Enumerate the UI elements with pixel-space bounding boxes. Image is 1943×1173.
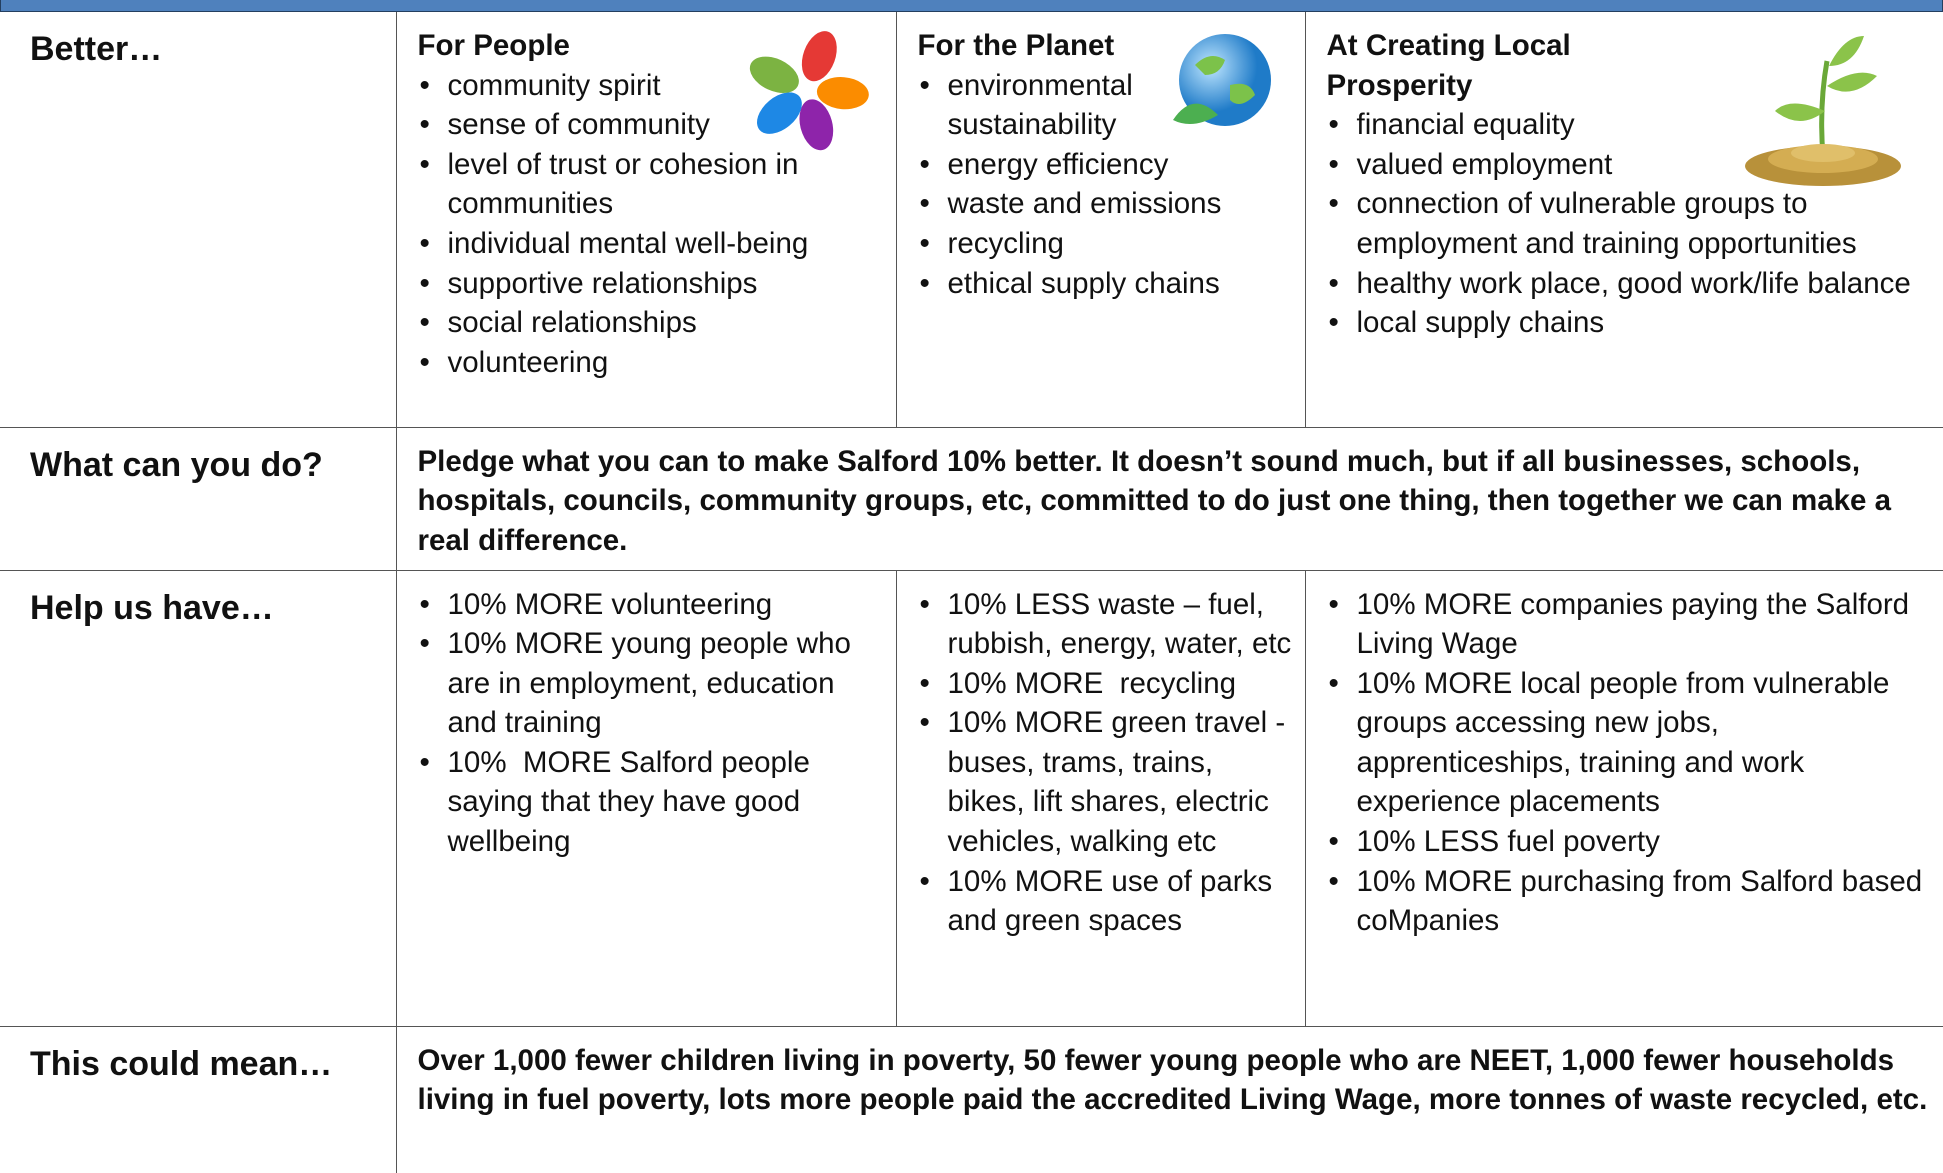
bullet-item: volunteering — [418, 343, 886, 383]
bullet-item: 10% MORE recycling — [918, 664, 1295, 704]
bullet-item: social relationships — [418, 303, 886, 343]
bullet-item: community spirit — [418, 66, 728, 106]
bullet-item: connection of vulnerable groups to emplo… — [1327, 184, 1934, 263]
bullet-item: 10% LESS fuel poverty — [1327, 822, 1934, 862]
bullet-item: 10% MORE volunteering — [418, 585, 886, 625]
bullet-item: ethical supply chains — [918, 264, 1295, 304]
bullet-item: valued employment — [1327, 145, 1727, 185]
row-text: Over 1,000 fewer children living in pove… — [396, 1026, 1943, 1173]
pledge-table: Better…For Peoplecommunity spiritsense o… — [0, 12, 1943, 1173]
plant-coins-icon — [1741, 31, 1906, 189]
table-row: This could mean…Over 1,000 fewer childre… — [0, 1026, 1943, 1173]
bullet-item: sense of community — [418, 105, 728, 145]
bullet-item: waste and emissions — [918, 184, 1295, 224]
bullet-item: supportive relationships — [418, 264, 886, 304]
cell: 10% MORE companies paying the Salford Li… — [1305, 570, 1943, 1026]
bullet-list: 10% MORE volunteering10% MORE young peop… — [418, 585, 886, 862]
globe-icon — [1165, 25, 1280, 140]
bullet-item: recycling — [918, 224, 1295, 264]
cell-heading: At Creating Local Prosperity — [1327, 26, 1587, 105]
bullet-item: environmental sustainability — [918, 66, 1178, 145]
bullet-item: individual mental well-being — [418, 224, 886, 264]
bullet-item: 10% MORE purchasing from Salford based c… — [1327, 862, 1934, 941]
table-wrap: Better…For Peoplecommunity spiritsense o… — [0, 12, 1943, 1173]
bullet-item: 10% LESS waste – fuel, rubbish, energy, … — [918, 585, 1295, 664]
bullet-item: energy efficiency — [918, 145, 1295, 185]
table-row: What can you do?Pledge what you can to m… — [0, 427, 1943, 570]
row-label: This could mean… — [0, 1026, 396, 1173]
cell: 10% LESS waste – fuel, rubbish, energy, … — [896, 570, 1305, 1026]
row-label: Better… — [0, 12, 396, 427]
bullet-item: 10% MORE Salford people saying that they… — [418, 743, 886, 862]
bullet-item: level of trust or cohesion in communitie… — [418, 145, 886, 224]
bullet-item: 10% MORE use of parks and green spaces — [918, 862, 1295, 941]
header-bar — [0, 0, 1943, 12]
page: Better…For Peoplecommunity spiritsense o… — [0, 0, 1943, 1173]
cell: 10% MORE volunteering10% MORE young peop… — [396, 570, 896, 1026]
bullet-list: 10% LESS waste – fuel, rubbish, energy, … — [918, 585, 1295, 941]
bullet-item: financial equality — [1327, 105, 1727, 145]
bullet-list: 10% MORE companies paying the Salford Li… — [1327, 585, 1934, 941]
bullet-item: 10% MORE young people who are in employm… — [418, 624, 886, 743]
row-label: Help us have… — [0, 570, 396, 1026]
hands-icon — [745, 25, 870, 155]
bullet-item: 10% MORE companies paying the Salford Li… — [1327, 585, 1934, 664]
bullet-item: local supply chains — [1327, 303, 1934, 343]
bullet-item: 10% MORE green travel - buses, trams, tr… — [918, 703, 1295, 861]
row-label: What can you do? — [0, 427, 396, 570]
table-row: Better…For Peoplecommunity spiritsense o… — [0, 12, 1943, 427]
row-text: Pledge what you can to make Salford 10% … — [396, 427, 1943, 570]
table-row: Help us have…10% MORE volunteering10% MO… — [0, 570, 1943, 1026]
table-body: Better…For Peoplecommunity spiritsense o… — [0, 12, 1943, 1173]
bullet-item: healthy work place, good work/life balan… — [1327, 264, 1934, 304]
bullet-item: 10% MORE local people from vulnerable gr… — [1327, 664, 1934, 822]
